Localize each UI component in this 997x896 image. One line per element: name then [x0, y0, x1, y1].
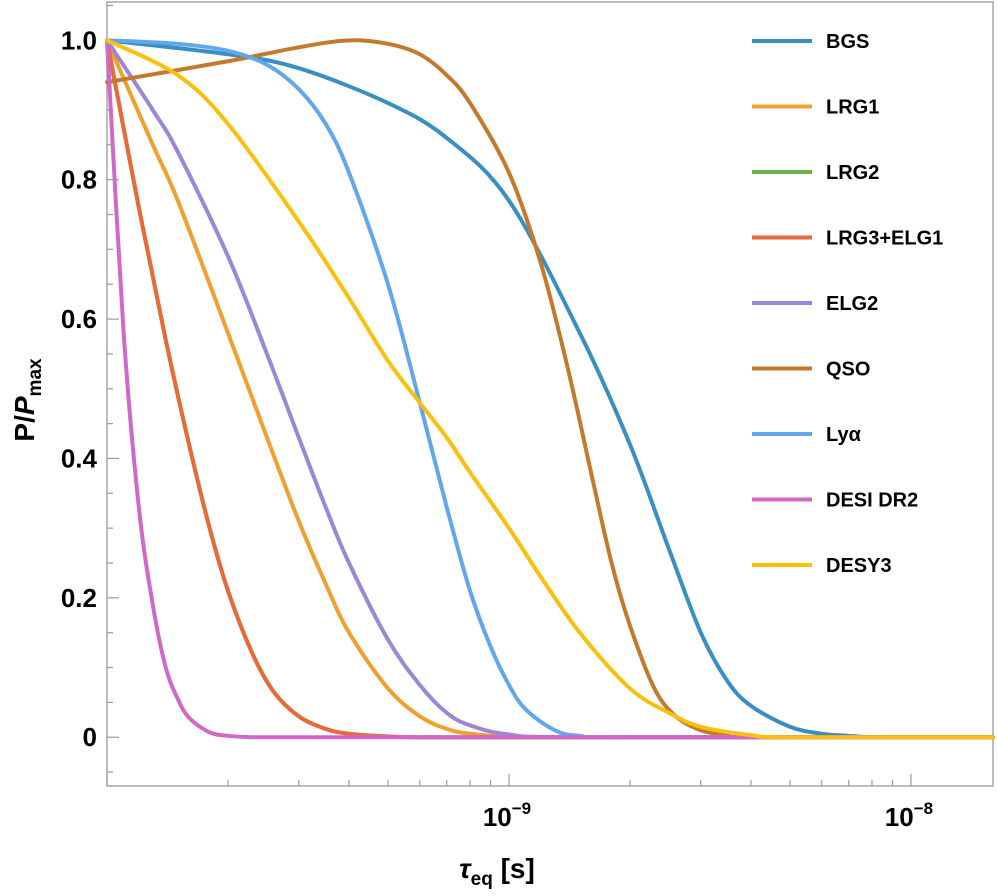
x-axis-title-subscript: eq	[471, 869, 493, 890]
legend-label-4: ELG2	[826, 293, 878, 315]
legend-label-2: LRG2	[826, 162, 879, 184]
series-lines	[105, 38, 995, 740]
series-line-8	[105, 38, 995, 740]
legend-label-7: DESI DR2	[826, 490, 918, 512]
legend-label-6: Lyα	[826, 424, 862, 446]
legend-label-5: QSO	[826, 359, 870, 381]
y-axis-title: P/Pmax	[9, 358, 46, 442]
y-axis-ticks: 0 0.2 0.4 0.6 0.8 1.0	[61, 4, 119, 773]
y-tick-label: 0	[83, 722, 97, 752]
x-axis-ticks: 10−9 10−8	[106, 774, 933, 832]
y-axis-title-main: P/	[9, 415, 40, 442]
y-tick-label: 0.8	[61, 165, 97, 195]
x-axis-title: τeq [s]	[459, 853, 535, 890]
y-axis-title-italic: P	[9, 396, 40, 415]
y-axis-title-subscript: max	[25, 358, 46, 396]
legend-label-8: DESY3	[826, 555, 892, 577]
y-tick-label: 0.2	[61, 583, 97, 613]
legend-label-0: BGS	[826, 31, 869, 53]
legend-label-3: LRG3+ELG1	[826, 228, 943, 250]
y-tick-label: 1.0	[61, 25, 97, 55]
legend: BGS LRG1 LRG2 LRG3+ELG1 ELG2 QSO Lyα DESI DR2 DE…	[752, 31, 943, 577]
x-tick-label: 10−9	[483, 799, 531, 832]
x-axis-title-main: τ	[459, 853, 472, 884]
x-axis-title-unit: [s]	[493, 853, 535, 884]
y-tick-label: 0.6	[61, 304, 97, 334]
y-tick-label: 0.4	[61, 443, 98, 473]
series-line-7	[105, 38, 995, 740]
x-tick-label: 10−8	[885, 799, 933, 832]
legend-label-1: LRG1	[826, 97, 879, 119]
series-line-5	[105, 38, 995, 740]
plot-frame	[106, 1, 994, 787]
